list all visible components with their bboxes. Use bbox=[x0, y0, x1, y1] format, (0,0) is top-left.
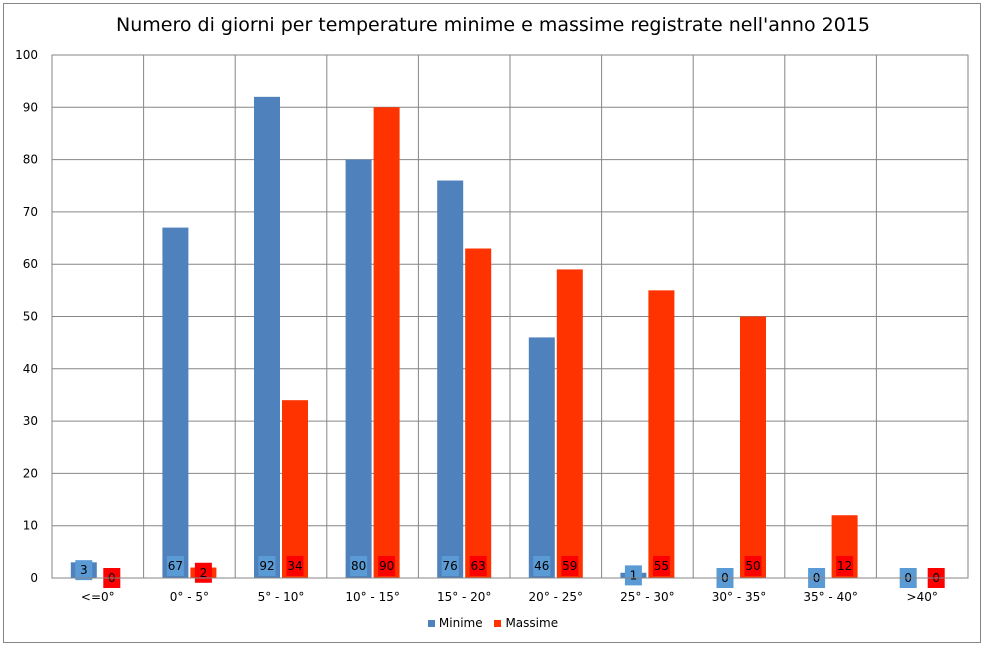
data-label-box-massime bbox=[652, 556, 670, 576]
data-label-minime: 67 bbox=[168, 559, 183, 573]
data-label-massime: 55 bbox=[654, 559, 669, 573]
plot-area-border bbox=[51, 54, 969, 579]
data-label-box-minime bbox=[533, 556, 551, 576]
bar-massime bbox=[465, 248, 492, 578]
x-tick-label: 10° - 15° bbox=[345, 590, 400, 604]
bar-massime bbox=[740, 316, 766, 578]
legend-item-minime: Minime bbox=[427, 616, 483, 630]
bar-minime bbox=[528, 337, 555, 578]
y-tick-label: 0 bbox=[30, 571, 38, 585]
data-label-massime: 59 bbox=[562, 559, 577, 573]
data-label-massime: 2 bbox=[200, 566, 208, 580]
y-tick-label: 20 bbox=[23, 466, 38, 480]
x-tick-label: >40° bbox=[907, 590, 938, 604]
data-label-minime: 80 bbox=[351, 559, 366, 573]
bar-massime bbox=[556, 269, 583, 578]
data-label-box-massime bbox=[469, 556, 487, 576]
bar-minime bbox=[162, 227, 189, 578]
bar-minime bbox=[345, 159, 372, 578]
data-label-box-massime bbox=[744, 556, 762, 576]
data-label-minime: 76 bbox=[443, 559, 458, 573]
data-label-minime: 1 bbox=[630, 568, 638, 582]
data-label-massime: 63 bbox=[471, 559, 486, 573]
legend-item-massime: Massime bbox=[494, 616, 558, 630]
y-tick-label: 80 bbox=[23, 153, 38, 167]
data-label-massime: 50 bbox=[745, 559, 760, 573]
data-label-box-massime bbox=[836, 556, 854, 576]
x-tick-label: <=0° bbox=[81, 590, 115, 604]
y-tick-label: 90 bbox=[23, 100, 38, 114]
y-tick-label: 30 bbox=[23, 414, 38, 428]
data-label-box-minime bbox=[624, 565, 642, 586]
bar-massime bbox=[373, 107, 400, 579]
legend-swatch-massime bbox=[494, 620, 502, 627]
chart-title: Numero di giorni per temperature minime … bbox=[116, 14, 870, 36]
legend-swatch-minime bbox=[427, 620, 435, 627]
legend-label-massime: Massime bbox=[505, 616, 559, 630]
data-label-minime: 46 bbox=[534, 559, 549, 573]
data-label-minime: 92 bbox=[259, 559, 274, 573]
data-label-box-minime bbox=[350, 556, 368, 576]
bar-minime bbox=[254, 96, 280, 578]
legend-label-minime: Minime bbox=[438, 616, 483, 630]
x-tick-label: 0° - 5° bbox=[170, 590, 209, 604]
y-tick-label: 10 bbox=[23, 519, 38, 533]
data-label-box-minime bbox=[75, 560, 93, 581]
x-tick-label: 25° - 30° bbox=[620, 590, 675, 604]
x-tick-label: 35° - 40° bbox=[803, 590, 858, 604]
x-tick-label: 30° - 35° bbox=[712, 590, 767, 604]
x-tick-label: 20° - 25° bbox=[529, 590, 584, 604]
y-tick-label: 100 bbox=[15, 48, 38, 62]
data-label-massime: 12 bbox=[837, 559, 852, 573]
data-label-massime: 90 bbox=[379, 559, 394, 573]
bar-massime bbox=[282, 400, 308, 578]
data-label-box-massime bbox=[378, 556, 396, 576]
bar-minime bbox=[437, 180, 464, 578]
data-label-box-massime bbox=[561, 556, 579, 576]
y-tick-label: 50 bbox=[23, 310, 38, 324]
data-label-box-minime bbox=[166, 556, 184, 576]
x-tick-label: 15° - 20° bbox=[437, 590, 492, 604]
data-label-massime: 34 bbox=[287, 559, 302, 573]
data-label-box-minime bbox=[258, 556, 276, 576]
legend: Minime Massime bbox=[0, 616, 986, 630]
bar-massime bbox=[648, 290, 675, 578]
x-tick-label: 5° - 10° bbox=[258, 590, 305, 604]
data-label-box-massime bbox=[286, 556, 304, 576]
y-tick-label: 70 bbox=[23, 205, 38, 219]
y-tick-label: 40 bbox=[23, 362, 38, 376]
y-tick-label: 60 bbox=[23, 257, 38, 271]
data-label-box-minime bbox=[441, 556, 459, 576]
data-label-minime: 3 bbox=[80, 563, 88, 577]
